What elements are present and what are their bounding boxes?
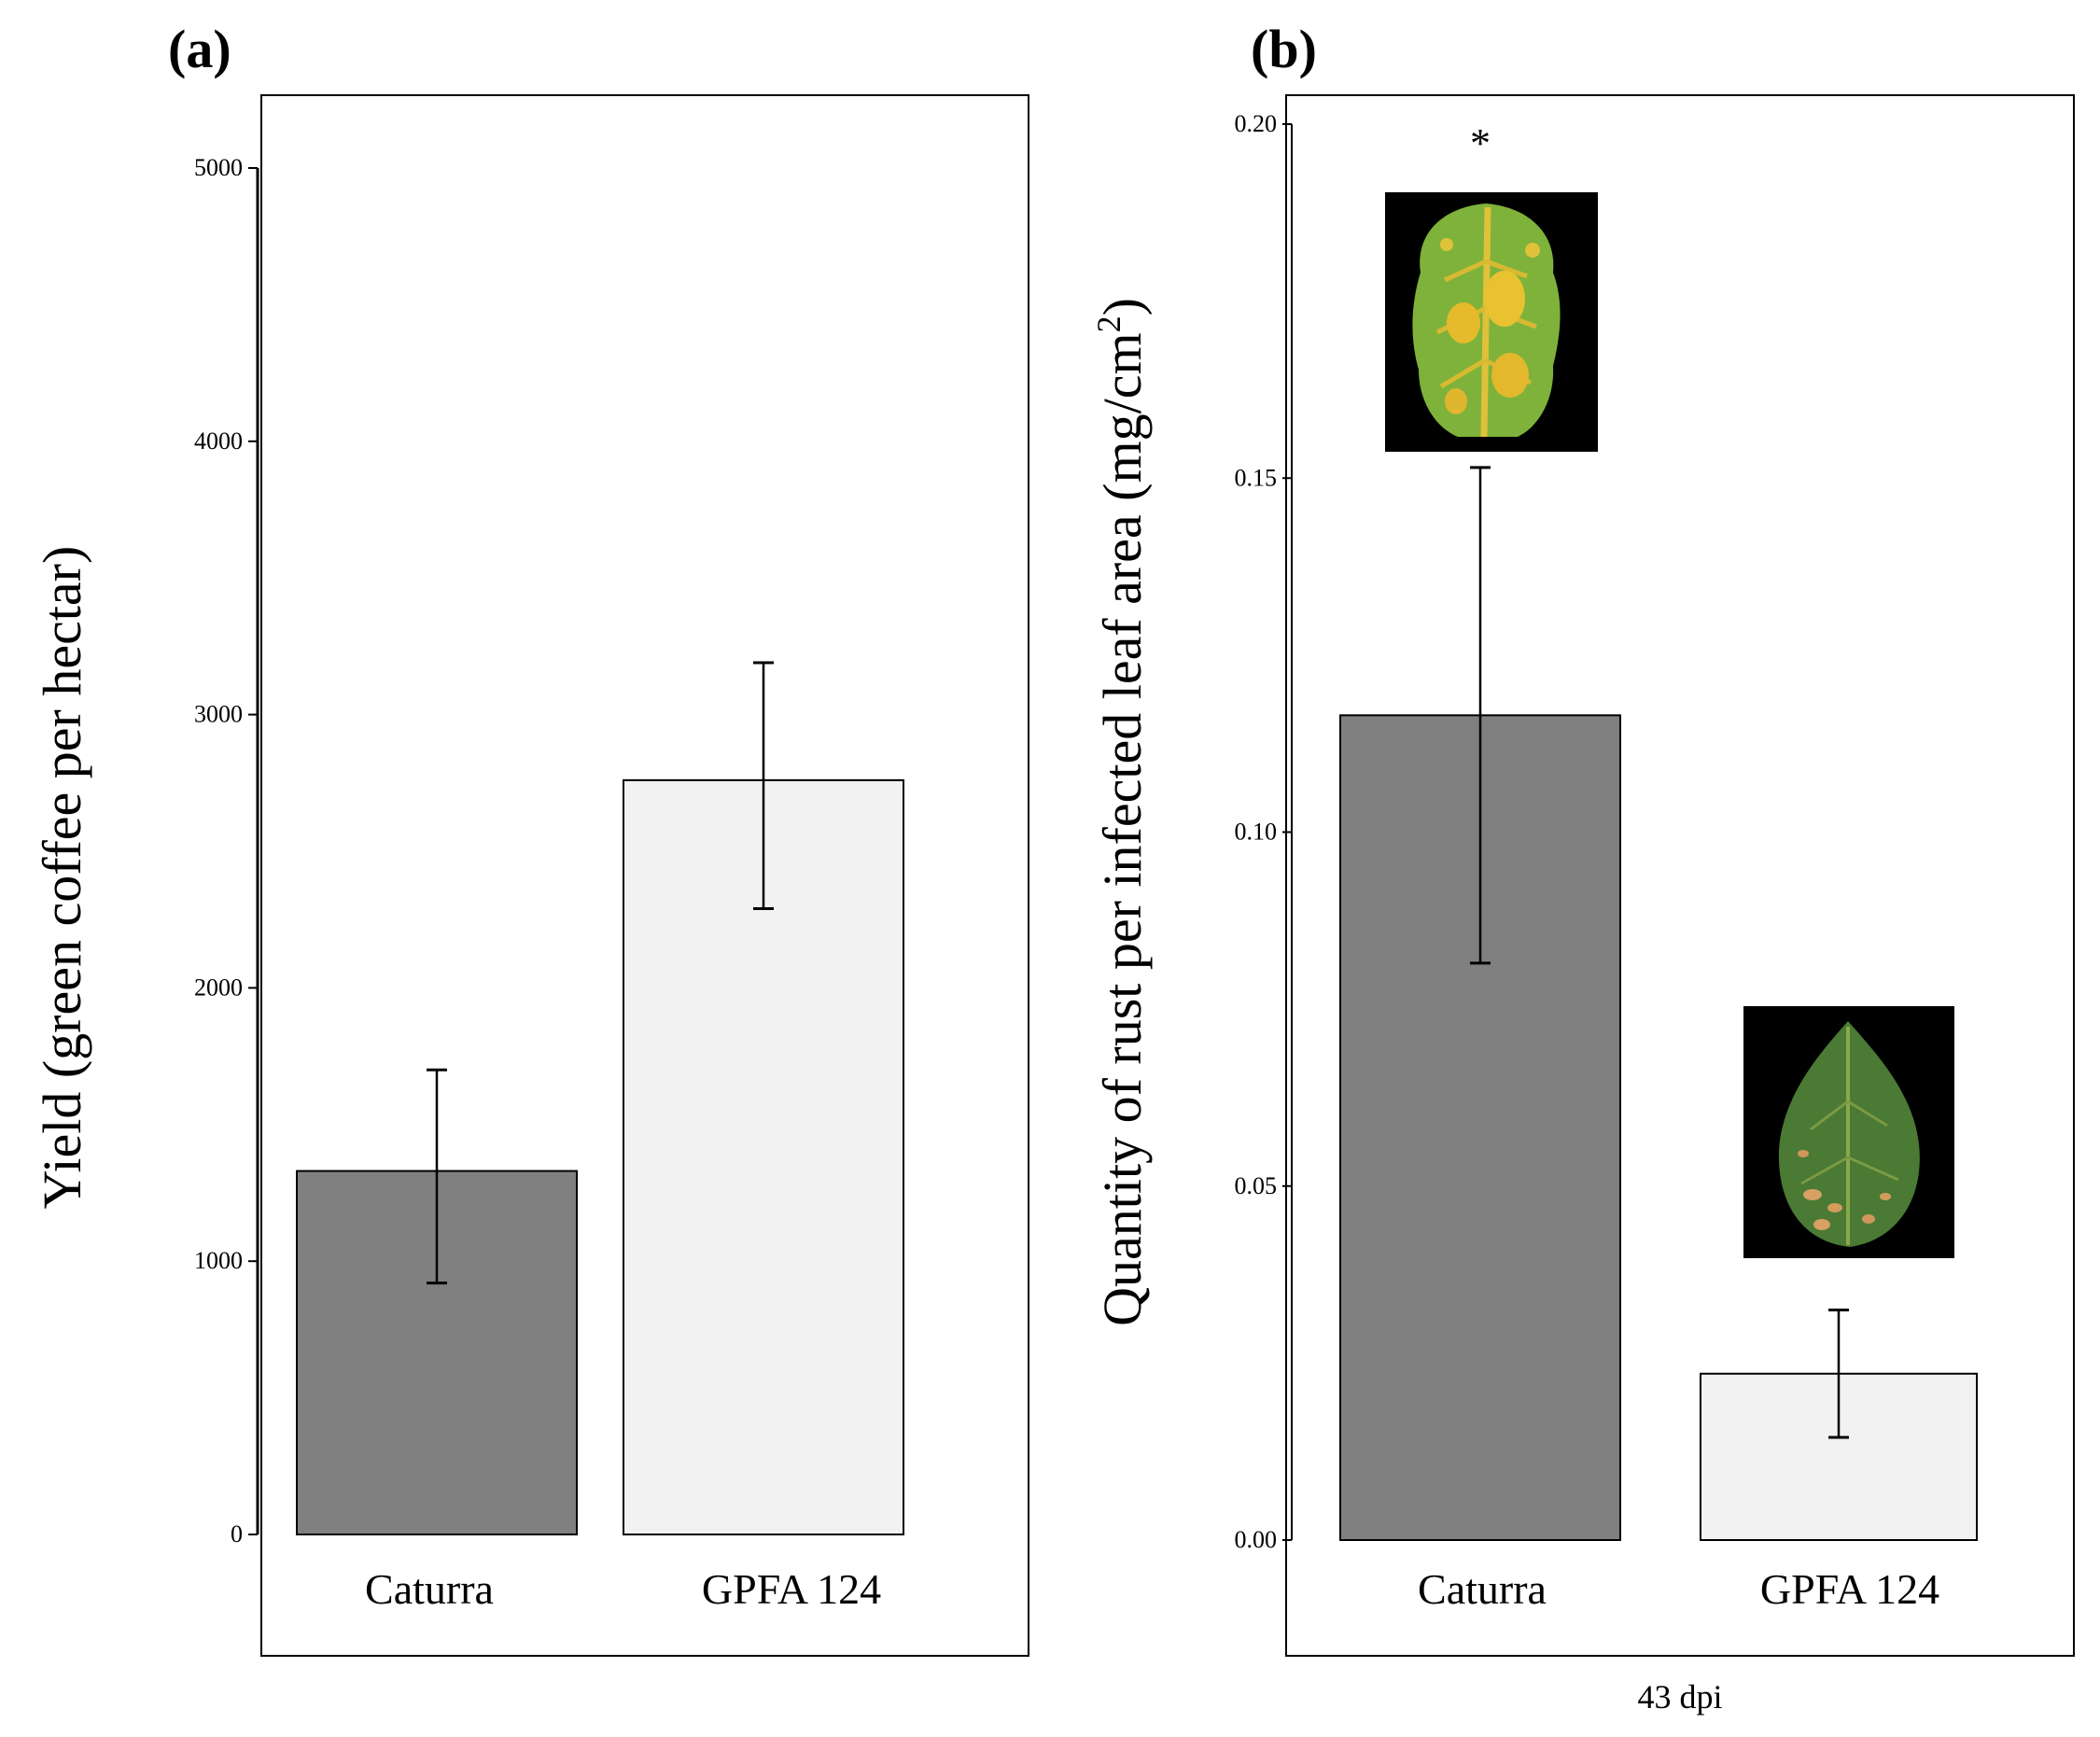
panel-a-label: (a)	[168, 19, 231, 79]
panel-a-x-tick-caturra: Caturra	[365, 1565, 494, 1613]
b-bar-1	[1700, 1372, 1978, 1541]
panel-b-frame	[1285, 94, 2075, 1657]
panel-b-error-bars	[1470, 466, 1849, 1439]
panel-a-bars	[296, 778, 904, 1536]
panel-b-x-axis-label: 43 dpi	[1637, 1678, 1722, 1716]
panel-a-y-axis-label: Yield (green coffee per hectar)	[32, 546, 92, 1210]
panel-b-y-axis-label-superscript: 2	[1090, 315, 1127, 332]
panel-a: (a) 0 1000 2000 3000 4000 5000 Caturra GPFA 1…	[32, 19, 1029, 1657]
panel-b-y-axis-label-main: Quantity of rust per infected leaf area …	[1092, 332, 1153, 1325]
a-y-tick-label-3: 3000	[194, 701, 243, 728]
b-y-tick-label-2: 0.10	[1235, 819, 1278, 846]
panel-b: (b) 0.00 0.05 0.10 0.15 0.20	[1090, 19, 2075, 1716]
b-y-tick-label-1: 0.05	[1235, 1172, 1278, 1199]
significance-asterisk: *	[1470, 120, 1491, 166]
a-y-tick-label-1: 1000	[194, 1247, 243, 1274]
a-y-tick-label-0: 0	[231, 1520, 243, 1548]
a-y-tick-label-5: 5000	[194, 154, 243, 181]
leaf-image-caturra	[1385, 192, 1598, 452]
panel-b-x-tick-caturra: Caturra	[1418, 1565, 1547, 1613]
panel-b-y-ticks: 0.00 0.05 0.10 0.15 0.20	[1235, 110, 1292, 1553]
a-y-tick-label-2: 2000	[194, 974, 243, 1001]
panel-b-label: (b)	[1251, 19, 1317, 79]
panel-b-y-axis-label-close: )	[1092, 298, 1153, 315]
b-y-tick-label-4: 0.20	[1235, 110, 1278, 137]
panel-a-x-tick-gpfa124: GPFA 124	[702, 1565, 881, 1613]
panel-a-error-bars	[427, 661, 774, 1285]
panel-a-frame	[260, 94, 1029, 1657]
panel-b-y-axis-label: Quantity of rust per infected leaf area …	[1090, 298, 1153, 1326]
leaf-image-gpfa124	[1743, 1006, 1954, 1258]
a-y-tick-label-4: 4000	[194, 427, 243, 455]
b-y-tick-label-3: 0.15	[1235, 464, 1278, 491]
b-y-tick-label-0: 0.00	[1235, 1526, 1278, 1553]
panel-a-y-ticks: 0 1000 2000 3000 4000 5000	[194, 154, 258, 1548]
panel-b-x-tick-gpfa124: GPFA 124	[1760, 1565, 1939, 1613]
